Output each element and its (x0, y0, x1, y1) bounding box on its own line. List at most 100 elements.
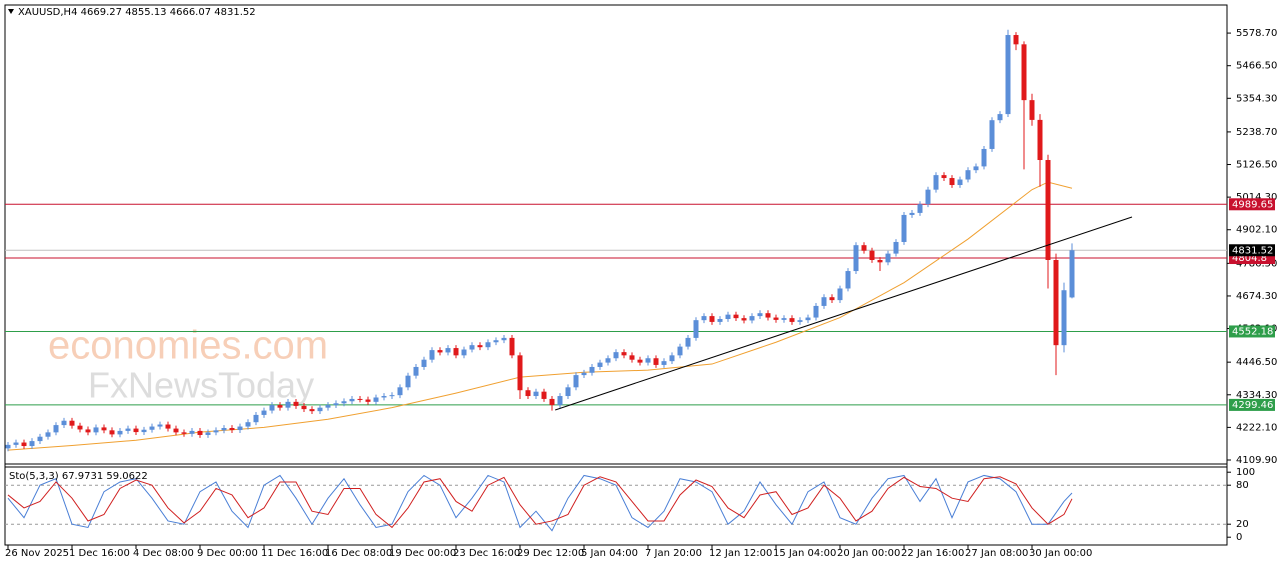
header-high: 4855.13 (125, 7, 166, 18)
x-tick-label: 27 Jan 08:00 (965, 548, 1028, 559)
watermark: economies.com (48, 324, 328, 368)
candle-body (29, 441, 35, 447)
candle-body (765, 313, 771, 318)
candle-body (21, 442, 27, 447)
candle-body (413, 366, 419, 376)
candle-body (341, 401, 347, 404)
y-tick-label: 4446.50 (1236, 357, 1277, 368)
x-tick-label: 20 Jan 00:00 (837, 548, 900, 559)
candle-body (309, 409, 315, 412)
candle-body (1061, 290, 1067, 346)
candle-body (469, 345, 475, 350)
candle-body (525, 390, 531, 397)
candle-body (509, 337, 515, 356)
candle-body (1013, 35, 1019, 45)
candle-body (909, 212, 915, 215)
candle-body (733, 314, 739, 319)
candle-body (93, 427, 99, 433)
candle-body (69, 420, 75, 426)
y-tick-label: 4109.90 (1236, 455, 1277, 466)
candle-body (949, 178, 955, 186)
osc-y-tick-label: 100 (1236, 467, 1255, 478)
candle-body (293, 401, 299, 406)
candle-body (709, 316, 715, 322)
x-tick-label: 7 Jan 20:00 (645, 548, 702, 559)
candle-body (117, 430, 123, 435)
x-tick-label: 26 Nov 2025 (5, 548, 69, 559)
y-tick-label: 5238.70 (1236, 127, 1277, 138)
candle-body (269, 405, 275, 411)
price-label-box (1229, 198, 1275, 211)
plot-layer: 4109.904222.104334.304446.504562.104674.… (5, 28, 1277, 559)
candle-body (261, 410, 267, 415)
x-tick-label: 23 Dec 16:00 (453, 548, 520, 559)
y-tick-label: 5014.30 (1236, 192, 1277, 203)
candle-body (781, 318, 787, 320)
candle-body (629, 355, 635, 360)
header: XAUUSD,H4 4669.27 4855.13 4666.07 4831.5… (18, 7, 256, 18)
candle-body (365, 399, 371, 402)
candle-body (165, 424, 171, 429)
candle-body (661, 361, 667, 365)
candle-body (181, 432, 187, 434)
candle-body (101, 427, 107, 431)
candle-body (1037, 119, 1043, 161)
candle-body (13, 442, 19, 445)
osc-y-tick-label: 20 (1236, 519, 1249, 530)
x-tick-label: 12 Jan 12:00 (709, 548, 772, 559)
candle-body (45, 432, 51, 437)
candle-body (717, 319, 723, 322)
oscillator-d: 59.0622 (106, 471, 147, 482)
y-tick-label: 4222.10 (1236, 422, 1277, 433)
candle-body (685, 337, 691, 347)
candle-body (981, 148, 987, 167)
candle-body (917, 204, 923, 213)
candle-body (77, 425, 83, 430)
candle-body (141, 429, 147, 433)
candle-body (805, 317, 811, 321)
candle-body (429, 350, 435, 360)
candle-body (813, 305, 819, 318)
price-label: 4299.46 (1232, 400, 1273, 411)
candle-body (701, 316, 707, 321)
candle-body (453, 348, 459, 356)
candle-body (941, 175, 947, 179)
candle-body (381, 396, 387, 398)
candle-body (925, 189, 931, 205)
candle-body (549, 398, 555, 406)
x-tick-label: 29 Dec 12:00 (517, 548, 584, 559)
candle-body (333, 403, 339, 406)
candle-body (693, 320, 699, 338)
candle-body (581, 372, 587, 376)
candle-body (957, 179, 963, 186)
watermark: FxNewsToday (88, 365, 314, 406)
candle-body (517, 355, 523, 391)
candle-body (869, 250, 875, 260)
candle-body (533, 391, 539, 397)
candle-body (461, 349, 467, 356)
candle-body (85, 429, 91, 433)
x-tick-label: 19 Dec 00:00 (389, 548, 456, 559)
candle-body (109, 430, 115, 435)
candle-body (421, 359, 427, 367)
candle-body (189, 430, 195, 434)
candle-body (485, 342, 491, 348)
x-tick-label: 9 Dec 00:00 (197, 548, 258, 559)
candle-body (885, 253, 891, 263)
candle-body (53, 425, 59, 433)
symbol: XAUUSD,H4 (18, 7, 77, 18)
candle-body (541, 391, 547, 399)
candle-body (837, 288, 843, 301)
candle-body (573, 375, 579, 388)
candle-body (133, 428, 139, 433)
candle-body (989, 120, 995, 149)
candle-body (893, 241, 899, 254)
price-label-box (1229, 244, 1275, 257)
candle-body (741, 318, 747, 321)
candle-body (213, 430, 219, 433)
candle-body (437, 350, 443, 353)
candle-body (1005, 35, 1011, 115)
candle-body (997, 114, 1003, 121)
osc-line (7, 476, 1073, 529)
